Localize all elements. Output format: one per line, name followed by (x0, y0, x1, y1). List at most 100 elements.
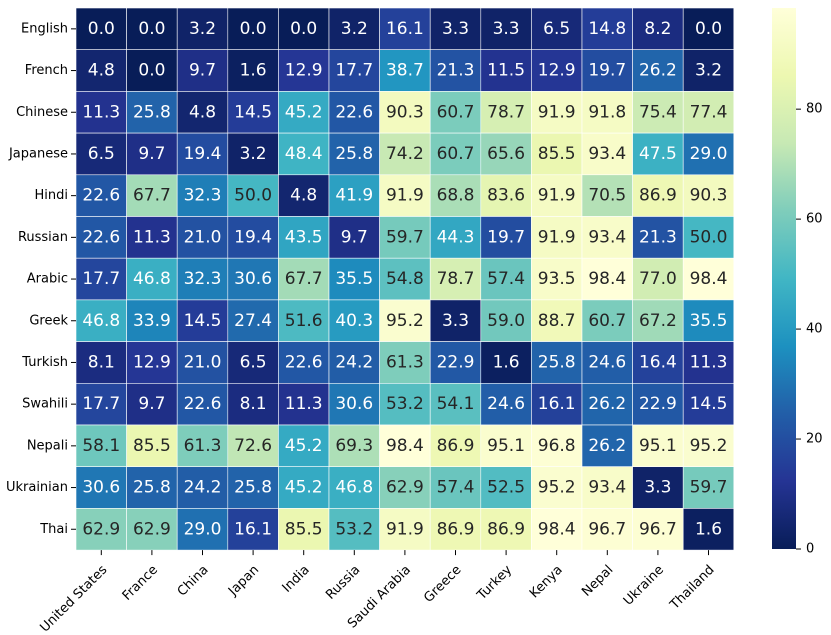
heatmap-cell (328, 341, 380, 384)
cell-value-label: 85.5 (538, 144, 576, 164)
cell-value-label: 3.2 (240, 144, 267, 164)
cell-value-label: 70.5 (588, 186, 626, 206)
heatmap-cell (227, 132, 279, 176)
cell-value-label: 45.2 (285, 478, 323, 498)
cell-value-label: 1.6 (493, 352, 520, 372)
cell-value-label: 3.3 (644, 478, 671, 498)
cell-value-label: 24.6 (487, 394, 525, 414)
cell-value-label: 25.8 (133, 102, 171, 122)
cell-value-label: 50.0 (690, 227, 728, 247)
cell-value-label: 24.2 (184, 478, 222, 498)
cell-value-label: 96.8 (538, 436, 576, 456)
heatmap-cell (429, 299, 482, 342)
cell-value-label: 29.0 (690, 144, 728, 164)
cell-value-label: 67.7 (285, 269, 323, 289)
cell-value-label: 61.3 (184, 436, 222, 456)
heatmap-cell (581, 299, 633, 342)
cell-value-label: 91.8 (588, 102, 626, 122)
cell-value-label: 52.5 (487, 478, 525, 498)
cell-value-label: 60.7 (437, 102, 475, 122)
cell-value-label: 12.9 (133, 352, 171, 372)
cell-value-label: 93.5 (538, 269, 576, 289)
cell-value-label: 58.1 (82, 436, 120, 456)
cell-value-label: 48.4 (285, 144, 323, 164)
x-axis: United States France China Japan India Russia… (37, 550, 718, 635)
cell-value-label: 35.5 (690, 311, 728, 331)
heatmap-cell (126, 7, 178, 51)
heatmap-cell (227, 49, 279, 92)
cell-value-label: 98.4 (588, 269, 626, 289)
heatmap-cell (682, 91, 735, 134)
cell-value-label: 3.3 (442, 311, 469, 331)
heatmap-cell (176, 174, 229, 217)
heatmap-cell (632, 174, 684, 217)
heatmap-cell (379, 299, 431, 342)
heatmap-cell (75, 299, 127, 342)
heatmap-cell (126, 466, 178, 509)
cell-value-label: 46.8 (82, 311, 120, 331)
heatmap-cell (480, 424, 532, 468)
heatmap-cell (632, 508, 684, 551)
cell-value-label: 0.0 (240, 19, 267, 39)
cell-value-label: 32.3 (184, 186, 222, 206)
heatmap-cell (227, 341, 279, 384)
heatmap-cell (328, 508, 380, 551)
heatmap-cell (379, 508, 431, 551)
heatmap-cell (227, 7, 279, 51)
cell-value-label: 3.3 (493, 19, 520, 39)
cell-value-label: 25.8 (538, 352, 576, 372)
x-tick-label: Russia (323, 563, 363, 603)
heatmap-cell (429, 466, 482, 509)
cell-value-label: 3.2 (695, 61, 722, 81)
colorbar-tick-label: 80 (806, 102, 823, 117)
heatmap-cell (379, 132, 431, 176)
heatmap-cell (531, 49, 583, 92)
cell-value-label: 54.8 (386, 269, 424, 289)
heatmap-cell (176, 257, 229, 301)
heatmap-cell (126, 508, 178, 551)
heatmap-cell (176, 49, 229, 92)
cell-value-label: 14.8 (588, 19, 626, 39)
heatmap-cell (328, 299, 380, 342)
cell-value-label: 0.0 (290, 19, 317, 39)
colorbar-tick-label: 60 (806, 212, 823, 227)
cell-value-label: 59.7 (386, 227, 424, 247)
x-tick-label: India (280, 563, 313, 596)
cell-value-label: 21.0 (184, 227, 222, 247)
cell-value-label: 98.4 (538, 519, 576, 539)
cell-value-label: 27.4 (234, 311, 272, 331)
heatmap-cell (480, 299, 532, 342)
heatmap-cell (379, 49, 431, 92)
heatmap-cell (632, 7, 684, 51)
cell-value-label: 95.2 (690, 436, 728, 456)
cell-value-label: 95.2 (386, 311, 424, 331)
cell-value-label: 29.0 (184, 519, 222, 539)
heatmap-cell (429, 132, 482, 176)
heatmap-cell (632, 216, 684, 259)
y-tick-label: English (21, 21, 68, 36)
y-tick-label: Greek (29, 313, 68, 328)
cell-value-label: 8.1 (88, 352, 115, 372)
cell-value-label: 86.9 (437, 519, 475, 539)
heatmap-cell (581, 466, 633, 509)
heatmap-cell (328, 49, 380, 92)
heatmap-cell (531, 216, 583, 259)
cell-value-label: 19.7 (588, 61, 626, 81)
heatmap-cell (278, 257, 330, 301)
x-tick-label: China (175, 563, 212, 600)
cell-value-label: 47.5 (639, 144, 677, 164)
heatmap-cell (531, 508, 583, 551)
heatmap-cell (682, 132, 735, 176)
cell-value-label: 90.3 (386, 102, 424, 122)
cell-value-label: 26.2 (588, 436, 626, 456)
cell-value-label: 54.1 (437, 394, 475, 414)
heatmap-cell (531, 91, 583, 134)
cell-value-label: 8.2 (644, 19, 671, 39)
heatmap-cell (632, 382, 684, 426)
heatmap-cell (581, 91, 633, 134)
cell-value-label: 4.8 (290, 186, 317, 206)
cell-value-label: 21.3 (437, 61, 475, 81)
heatmap-cell (682, 257, 735, 301)
cell-value-label: 69.3 (335, 436, 373, 456)
x-tick-label: Ukraine (621, 563, 667, 609)
